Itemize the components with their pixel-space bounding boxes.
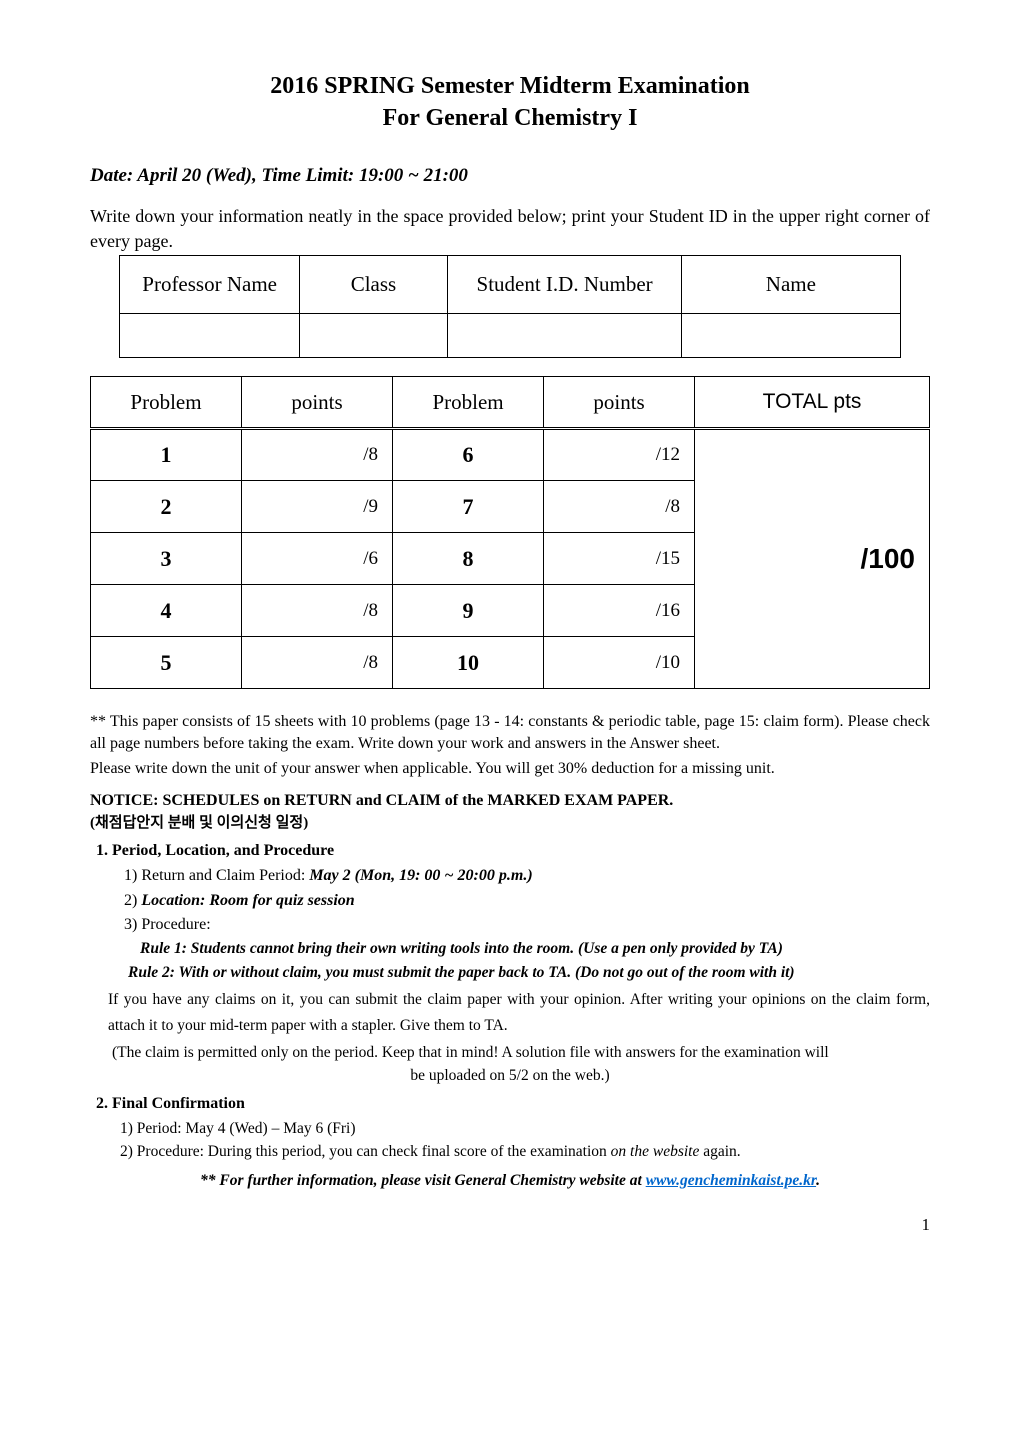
problem-pts: /15 bbox=[544, 533, 695, 585]
problem-num: 10 bbox=[393, 637, 544, 689]
points-table: Problem points Problem points TOTAL pts … bbox=[90, 376, 930, 689]
website-link[interactable]: www.gencheminkaist.pe.kr bbox=[646, 1172, 816, 1189]
problem-num: 2 bbox=[91, 481, 242, 533]
problem-num: 1 bbox=[91, 429, 242, 481]
sec2-item-1: 1) Period: May 4 (Wed) – May 6 (Fri) bbox=[120, 1119, 930, 1140]
claim-note-line-2: be uploaded on 5/2 on the web.) bbox=[90, 1066, 930, 1087]
proc-item-2-pre: 2) bbox=[124, 892, 141, 909]
exam-title: 2016 SPRING Semester Midterm Examination… bbox=[90, 70, 930, 135]
claim-note-line-1: (The claim is permitted only on the peri… bbox=[112, 1043, 930, 1064]
pts-header-total: TOTAL pts bbox=[695, 377, 930, 429]
sec2-item-2: 2) Procedure: During this period, you ca… bbox=[120, 1142, 930, 1163]
note-units: Please write down the unit of your answe… bbox=[90, 758, 930, 780]
pts-header-points-1: points bbox=[242, 377, 393, 429]
proc-item-2: 2) Location: Room for quiz session bbox=[124, 890, 930, 912]
info-cell-name bbox=[682, 314, 900, 358]
proc-item-1-pre: 1) Return and Claim Period: bbox=[124, 867, 309, 884]
problem-num: 7 bbox=[393, 481, 544, 533]
info-header-professor: Professor Name bbox=[120, 256, 299, 314]
problem-pts: /9 bbox=[242, 481, 393, 533]
note-paper-info: ** This paper consists of 15 sheets with… bbox=[90, 711, 930, 754]
info-cell-student-id bbox=[448, 314, 682, 358]
pts-header-points-2: points bbox=[544, 377, 695, 429]
problem-pts: /10 bbox=[544, 637, 695, 689]
korean-subtitle: (채점답안지 분배 및 이의신청 일정) bbox=[90, 813, 930, 833]
pts-header-problem-2: Problem bbox=[393, 377, 544, 429]
notice-heading: NOTICE: SCHEDULES on RETURN and CLAIM of… bbox=[90, 790, 930, 812]
problem-num: 8 bbox=[393, 533, 544, 585]
student-info-table: Professor Name Class Student I.D. Number… bbox=[119, 255, 900, 358]
problem-num: 6 bbox=[393, 429, 544, 481]
problem-num: 4 bbox=[91, 585, 242, 637]
problem-pts: /16 bbox=[544, 585, 695, 637]
info-header-class: Class bbox=[299, 256, 447, 314]
problem-num: 5 bbox=[91, 637, 242, 689]
problem-pts: /8 bbox=[242, 429, 393, 481]
info-header-student-id: Student I.D. Number bbox=[448, 256, 682, 314]
proc-item-1: 1) Return and Claim Period: May 2 (Mon, … bbox=[124, 865, 930, 887]
proc-item-1-em: May 2 (Mon, 19: 00 ~ 20:00 p.m.) bbox=[309, 867, 532, 884]
section-1-heading: 1. Period, Location, and Procedure bbox=[96, 840, 930, 862]
footer-note-post: . bbox=[816, 1172, 820, 1189]
problem-pts: /8 bbox=[242, 585, 393, 637]
notes-block: ** This paper consists of 15 sheets with… bbox=[90, 711, 930, 780]
proc-item-2-em: Location: Room for quiz session bbox=[141, 892, 354, 909]
page-number: 1 bbox=[90, 1214, 930, 1237]
footer-note: ** For further information, please visit… bbox=[90, 1171, 930, 1192]
problem-num: 9 bbox=[393, 585, 544, 637]
problem-pts: /6 bbox=[242, 533, 393, 585]
info-cell-professor bbox=[120, 314, 299, 358]
title-line-2: For General Chemistry I bbox=[90, 102, 930, 134]
title-line-1: 2016 SPRING Semester Midterm Examination bbox=[90, 70, 930, 102]
rule-2: Rule 2: With or without claim, you must … bbox=[128, 963, 930, 984]
problem-num: 3 bbox=[91, 533, 242, 585]
problem-pts: /8 bbox=[544, 481, 695, 533]
total-pts-cell: /100 bbox=[695, 429, 930, 689]
procedure-list: 1) Return and Claim Period: May 2 (Mon, … bbox=[90, 865, 930, 936]
info-header-name: Name bbox=[682, 256, 900, 314]
rule-1: Rule 1: Students cannot bring their own … bbox=[140, 939, 930, 960]
claim-instructions: If you have any claims on it, you can su… bbox=[108, 987, 930, 1040]
info-cell-class bbox=[299, 314, 447, 358]
pts-header-problem-1: Problem bbox=[91, 377, 242, 429]
sec2-item-2-em: on the website bbox=[611, 1143, 700, 1160]
footer-note-pre: ** For further information, please visit… bbox=[200, 1172, 646, 1189]
sec2-item-2-post: again. bbox=[699, 1143, 740, 1160]
problem-pts: /12 bbox=[544, 429, 695, 481]
problem-pts: /8 bbox=[242, 637, 393, 689]
section-2-heading: 2. Final Confirmation bbox=[96, 1093, 930, 1115]
date-time-line: Date: April 20 (Wed), Time Limit: 19:00 … bbox=[90, 163, 930, 189]
proc-item-3: 3) Procedure: bbox=[124, 914, 930, 936]
sec2-item-2-pre: 2) Procedure: During this period, you ca… bbox=[120, 1143, 611, 1160]
intro-text: Write down your information neatly in th… bbox=[90, 204, 930, 253]
